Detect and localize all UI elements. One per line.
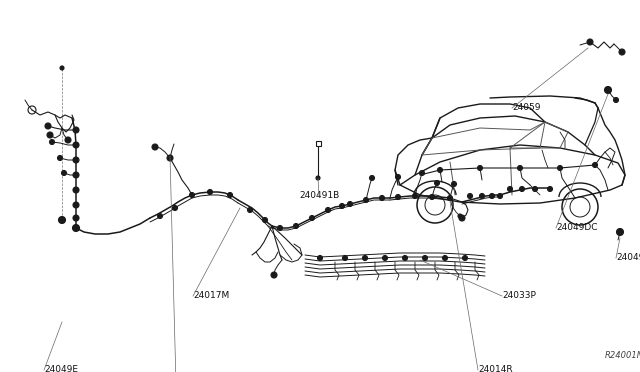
Circle shape bbox=[316, 176, 320, 180]
Circle shape bbox=[497, 193, 502, 199]
Circle shape bbox=[435, 180, 440, 186]
Circle shape bbox=[396, 195, 401, 199]
Text: 24014R: 24014R bbox=[478, 366, 513, 372]
Circle shape bbox=[310, 215, 314, 221]
Circle shape bbox=[490, 193, 495, 199]
Circle shape bbox=[362, 256, 367, 260]
Circle shape bbox=[518, 166, 522, 170]
Circle shape bbox=[467, 193, 472, 199]
Circle shape bbox=[152, 144, 158, 150]
Circle shape bbox=[508, 186, 513, 192]
Text: 24059: 24059 bbox=[512, 103, 541, 112]
Circle shape bbox=[227, 192, 232, 198]
Circle shape bbox=[342, 256, 348, 260]
Circle shape bbox=[619, 49, 625, 55]
Circle shape bbox=[442, 256, 447, 260]
Bar bbox=[316, 141, 321, 145]
Circle shape bbox=[419, 170, 424, 176]
Text: 240491B: 240491B bbox=[299, 192, 339, 201]
Circle shape bbox=[520, 186, 525, 192]
Text: 24049DC: 24049DC bbox=[556, 224, 598, 232]
Circle shape bbox=[447, 196, 452, 201]
Circle shape bbox=[438, 167, 442, 173]
Text: 24033P: 24033P bbox=[502, 292, 536, 301]
Circle shape bbox=[339, 203, 344, 208]
Circle shape bbox=[167, 155, 173, 161]
Circle shape bbox=[459, 215, 465, 221]
Circle shape bbox=[189, 192, 195, 198]
Circle shape bbox=[477, 166, 483, 170]
Circle shape bbox=[463, 256, 467, 260]
Circle shape bbox=[547, 186, 552, 192]
Circle shape bbox=[73, 172, 79, 178]
Circle shape bbox=[605, 87, 611, 93]
Circle shape bbox=[72, 224, 79, 231]
Circle shape bbox=[73, 215, 79, 221]
Circle shape bbox=[348, 202, 353, 206]
Circle shape bbox=[73, 202, 79, 208]
Circle shape bbox=[458, 214, 462, 218]
Circle shape bbox=[294, 224, 298, 228]
Circle shape bbox=[587, 39, 593, 45]
Circle shape bbox=[61, 170, 67, 176]
Circle shape bbox=[60, 66, 64, 70]
Circle shape bbox=[557, 166, 563, 170]
Circle shape bbox=[73, 142, 79, 148]
Circle shape bbox=[73, 127, 79, 133]
Circle shape bbox=[58, 155, 63, 160]
Circle shape bbox=[532, 186, 538, 192]
Circle shape bbox=[173, 205, 177, 211]
Circle shape bbox=[479, 193, 484, 199]
Text: R24001N9: R24001N9 bbox=[605, 352, 640, 360]
Circle shape bbox=[47, 132, 53, 138]
Circle shape bbox=[49, 140, 54, 144]
Circle shape bbox=[326, 208, 330, 212]
Circle shape bbox=[317, 256, 323, 260]
Circle shape bbox=[396, 174, 401, 180]
Circle shape bbox=[364, 198, 369, 202]
Text: 24017M: 24017M bbox=[193, 292, 229, 301]
Text: 24049E: 24049E bbox=[44, 366, 78, 372]
Circle shape bbox=[248, 208, 253, 212]
Circle shape bbox=[451, 182, 456, 186]
Circle shape bbox=[73, 187, 79, 193]
Circle shape bbox=[45, 123, 51, 129]
Circle shape bbox=[614, 97, 618, 103]
Circle shape bbox=[58, 217, 65, 224]
Circle shape bbox=[369, 176, 374, 180]
Circle shape bbox=[73, 157, 79, 163]
Circle shape bbox=[207, 189, 212, 195]
Circle shape bbox=[383, 256, 387, 260]
Circle shape bbox=[271, 272, 277, 278]
Circle shape bbox=[278, 225, 282, 231]
Circle shape bbox=[380, 196, 385, 201]
Circle shape bbox=[262, 218, 268, 222]
Circle shape bbox=[429, 195, 435, 199]
Circle shape bbox=[413, 193, 417, 199]
Circle shape bbox=[157, 214, 163, 218]
Circle shape bbox=[422, 256, 428, 260]
Circle shape bbox=[65, 137, 71, 143]
Text: 240490: 240490 bbox=[616, 253, 640, 263]
Circle shape bbox=[403, 256, 408, 260]
Circle shape bbox=[616, 228, 623, 235]
Circle shape bbox=[593, 163, 598, 167]
